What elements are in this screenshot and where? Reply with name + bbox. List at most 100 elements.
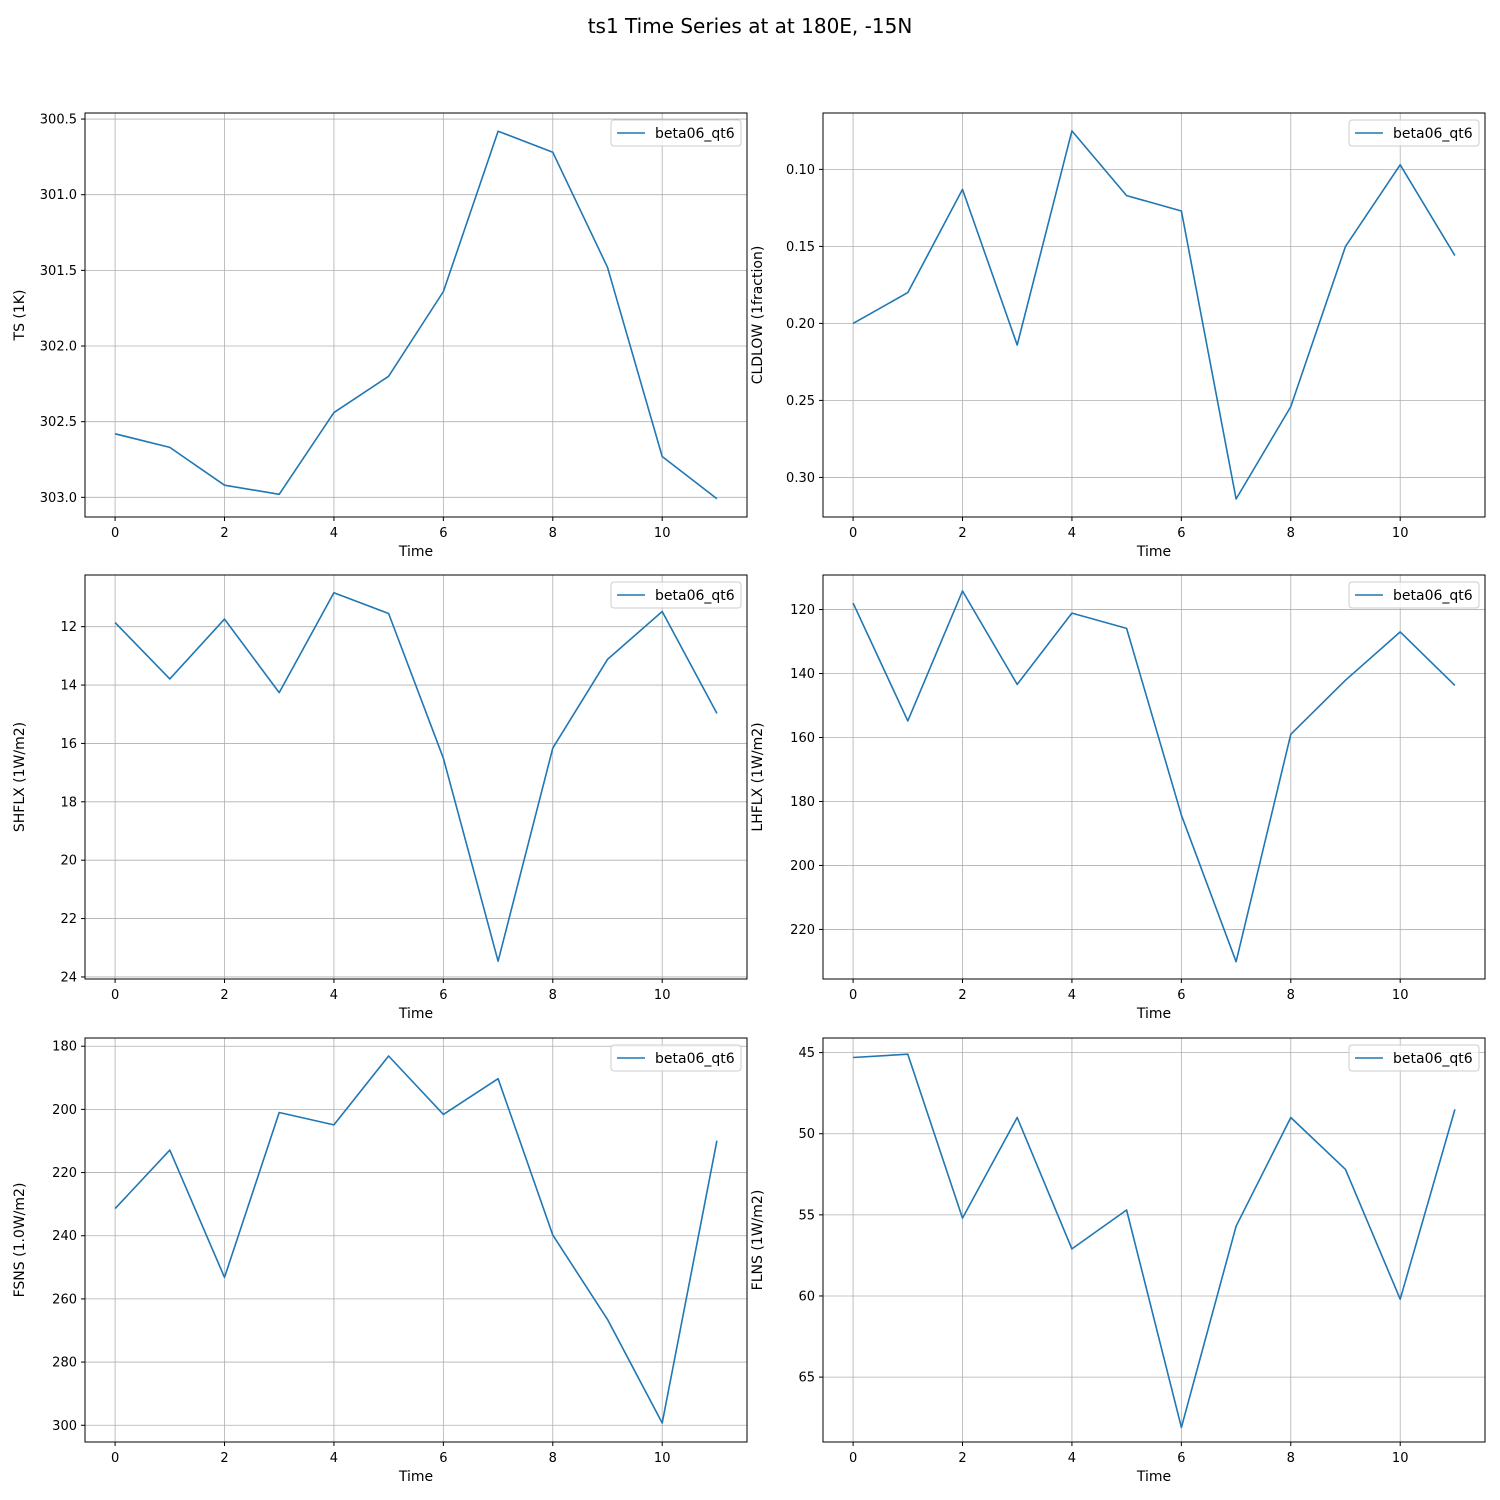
legend-box [610, 1044, 742, 1072]
x-tick-label: 0 [849, 526, 857, 541]
legend-label: beta06_qt6 [1393, 126, 1473, 142]
legend-label: beta06_qt6 [655, 126, 735, 142]
subplot-4: 0 2 4 6 8 10 120 140 160 180 200 220 Time LHFLX (1W/m… [750, 574, 1486, 1022]
legend: beta06_qt6 [1348, 119, 1480, 147]
x-tick-label: 2 [220, 526, 228, 541]
x-tick-label: 6 [439, 988, 447, 1003]
x-axis-label: Time [1136, 544, 1171, 560]
y-tick-label: 301.5 [40, 264, 77, 279]
y-tick-label: 12 [60, 620, 77, 635]
x-tick-label: 0 [111, 526, 119, 541]
x-tick-label: 2 [958, 526, 966, 541]
x-axis-label: Time [1136, 1469, 1171, 1485]
y-tick-label: 300 [52, 1419, 77, 1434]
y-tick-label: 300.5 [40, 113, 77, 128]
x-tick-label: 4 [330, 988, 338, 1003]
y-tick-label: 22 [60, 912, 77, 927]
y-tick-label: 14 [60, 679, 77, 694]
subplot-1: 0 2 4 6 8 10 300.5 301.0 301.5 302.0 302.5 303.0 Tim… [12, 112, 748, 560]
axes-frame [84, 574, 748, 980]
y-tick-label: 302.0 [40, 340, 77, 355]
x-tick-label: 10 [1392, 1451, 1409, 1466]
axes-frame [84, 1037, 748, 1443]
y-tick-label: 180 [790, 795, 815, 810]
legend-box [1348, 1044, 1480, 1072]
y-tick-label: 45 [798, 1046, 815, 1061]
x-tick-label: 6 [1177, 988, 1185, 1003]
x-tick-label: 8 [549, 988, 557, 1003]
x-axis-label: Time [1136, 1006, 1171, 1022]
y-tick-label: 20 [60, 854, 77, 869]
x-axis-label: Time [398, 1469, 433, 1485]
x-tick-label: 0 [111, 1451, 119, 1466]
x-axis-label: Time [398, 544, 433, 560]
subplot-5: 0 2 4 6 8 10 180 200 220 240 260 280 300 Time FSNS (1.… [12, 1037, 748, 1485]
y-tick-label: 24 [60, 970, 77, 985]
y-tick-label: 303.0 [40, 491, 77, 506]
y-tick-label: 0.10 [786, 163, 815, 178]
x-axis-label: Time [398, 1006, 433, 1022]
x-tick-label: 6 [439, 1451, 447, 1466]
series-line-beta06_qt6 [114, 130, 718, 500]
y-tick-label: 140 [790, 667, 815, 682]
y-tick-label: 16 [60, 737, 77, 752]
y-tick-label: 220 [52, 1166, 77, 1181]
x-tick-label: 8 [1287, 1451, 1295, 1466]
y-tick-label: 65 [798, 1371, 815, 1386]
x-tick-label: 8 [1287, 988, 1295, 1003]
y-tick-label: 220 [790, 923, 815, 938]
y-tick-label: 301.0 [40, 188, 77, 203]
x-tick-label: 10 [654, 988, 671, 1003]
axes-frame [84, 112, 748, 518]
y-tick-label: 160 [790, 731, 815, 746]
y-axis-label: CLDLOW (1fraction) [750, 246, 766, 385]
legend-label: beta06_qt6 [655, 588, 735, 604]
y-axis-label: LHFLX (1W/m2) [750, 722, 766, 831]
x-tick-label: 10 [1392, 988, 1409, 1003]
y-axis-label: FLNS (1W/m2) [750, 1190, 766, 1291]
x-tick-label: 6 [439, 526, 447, 541]
x-tick-label: 4 [330, 526, 338, 541]
legend-box [610, 119, 742, 147]
y-tick-label: 0.15 [786, 240, 815, 255]
legend-label: beta06_qt6 [655, 1051, 735, 1067]
y-tick-label: 60 [798, 1289, 815, 1304]
y-tick-label: 55 [798, 1208, 815, 1223]
y-tick-label: 280 [52, 1356, 77, 1371]
legend-label: beta06_qt6 [1393, 588, 1473, 604]
y-axis-label: FSNS (1.0W/m2) [12, 1183, 28, 1298]
series-line-beta06_qt6 [852, 590, 1456, 963]
legend: beta06_qt6 [1348, 581, 1480, 609]
legend: beta06_qt6 [610, 119, 742, 147]
y-tick-label: 0.20 [786, 317, 815, 332]
legend: beta06_qt6 [610, 581, 742, 609]
axes-frame [822, 1037, 1486, 1443]
figure-title: ts1 Time Series at at 180E, -15N [587, 14, 913, 38]
series-line-beta06_qt6 [853, 1053, 1456, 1429]
y-tick-label: 0.25 [786, 394, 815, 409]
x-tick-label: 8 [549, 526, 557, 541]
x-tick-label: 4 [330, 1451, 338, 1466]
series-line-beta06_qt6 [114, 591, 718, 963]
x-tick-label: 10 [1392, 526, 1409, 541]
y-tick-label: 18 [60, 795, 77, 810]
y-tick-label: 180 [52, 1040, 77, 1055]
legend-label: beta06_qt6 [1393, 1051, 1473, 1067]
x-tick-label: 2 [958, 988, 966, 1003]
legend-box [610, 581, 742, 609]
x-tick-label: 2 [220, 1451, 228, 1466]
y-axis-label: SHFLX (1W/m2) [12, 722, 28, 832]
x-tick-label: 10 [654, 526, 671, 541]
x-tick-label: 6 [1177, 1451, 1185, 1466]
legend: beta06_qt6 [1348, 1044, 1480, 1072]
y-tick-label: 200 [790, 859, 815, 874]
legend: beta06_qt6 [610, 1044, 742, 1072]
x-tick-label: 8 [549, 1451, 557, 1466]
x-tick-label: 0 [849, 1451, 857, 1466]
y-tick-label: 120 [790, 603, 815, 618]
x-tick-label: 4 [1068, 526, 1076, 541]
x-tick-label: 4 [1068, 988, 1076, 1003]
y-tick-label: 260 [52, 1292, 77, 1307]
